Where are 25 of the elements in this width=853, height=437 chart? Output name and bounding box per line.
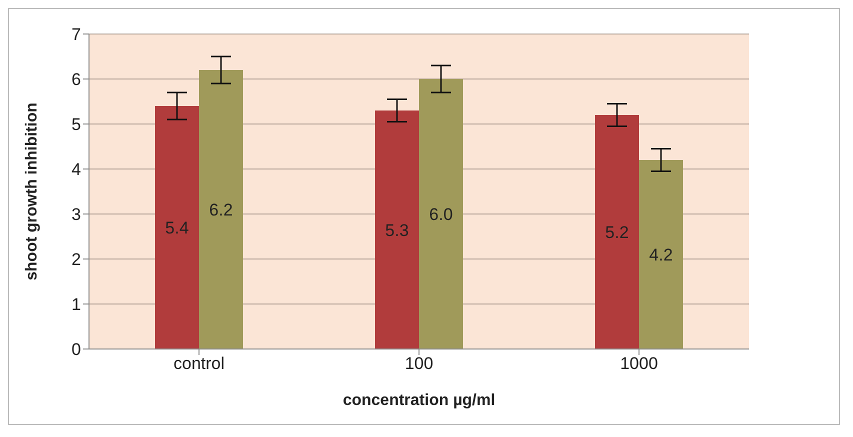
- data-label: 5.4: [165, 218, 189, 238]
- data-label: 4.2: [649, 246, 673, 265]
- y-tick-label: 3: [72, 205, 81, 224]
- bar: [419, 79, 463, 349]
- x-tick-label: 100: [404, 354, 434, 374]
- x-tick-label: 1000: [620, 354, 658, 374]
- bar: [639, 160, 683, 349]
- y-tick-label: 5: [72, 115, 81, 134]
- y-tick-label: 4: [72, 160, 81, 180]
- bar: [199, 70, 243, 349]
- data-label: 6.0: [429, 205, 453, 224]
- bar: [375, 110, 419, 349]
- x-axis-title: concentration µg/ml: [342, 392, 496, 409]
- data-label: 5.2: [605, 223, 629, 242]
- bar: [595, 115, 639, 349]
- y-axis-title: shoot growth inhibition: [24, 102, 41, 280]
- x-tick-label: control: [173, 354, 225, 374]
- data-label: 6.2: [209, 200, 233, 220]
- y-tick-label: 0: [72, 340, 81, 360]
- y-tick-label: 2: [72, 250, 81, 270]
- y-tick-label: 7: [72, 25, 81, 44]
- bar: [155, 106, 199, 349]
- y-tick-label: 6: [72, 70, 81, 90]
- y-tick-label: 1: [72, 295, 81, 314]
- data-label: 5.3: [385, 220, 409, 240]
